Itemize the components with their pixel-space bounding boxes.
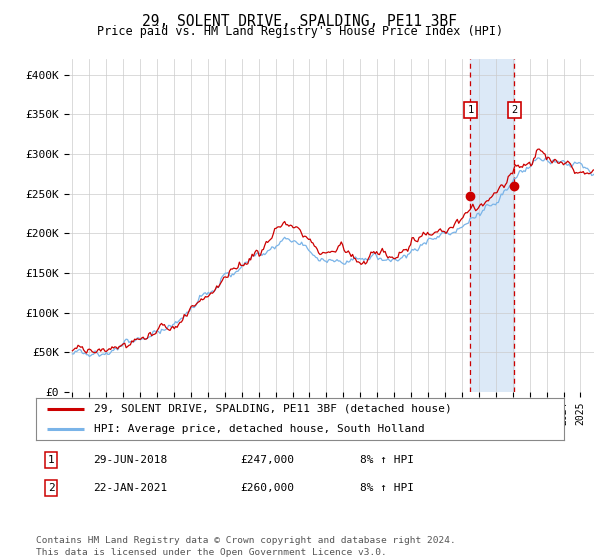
Text: 2: 2: [511, 105, 518, 115]
Text: £247,000: £247,000: [240, 455, 294, 465]
Text: 29-JUN-2018: 29-JUN-2018: [93, 455, 167, 465]
Text: 1: 1: [467, 105, 473, 115]
Text: 29, SOLENT DRIVE, SPALDING, PE11 3BF: 29, SOLENT DRIVE, SPALDING, PE11 3BF: [143, 14, 458, 29]
Text: 8% ↑ HPI: 8% ↑ HPI: [360, 455, 414, 465]
Text: 1: 1: [47, 455, 55, 465]
Text: Price paid vs. HM Land Registry's House Price Index (HPI): Price paid vs. HM Land Registry's House …: [97, 25, 503, 38]
Text: 2: 2: [47, 483, 55, 493]
Text: 29, SOLENT DRIVE, SPALDING, PE11 3BF (detached house): 29, SOLENT DRIVE, SPALDING, PE11 3BF (de…: [94, 404, 452, 414]
Text: 8% ↑ HPI: 8% ↑ HPI: [360, 483, 414, 493]
Text: HPI: Average price, detached house, South Holland: HPI: Average price, detached house, Sout…: [94, 424, 425, 434]
Text: £260,000: £260,000: [240, 483, 294, 493]
Text: Contains HM Land Registry data © Crown copyright and database right 2024.
This d: Contains HM Land Registry data © Crown c…: [36, 536, 456, 557]
Text: 22-JAN-2021: 22-JAN-2021: [93, 483, 167, 493]
Bar: [470, 59, 514, 392]
